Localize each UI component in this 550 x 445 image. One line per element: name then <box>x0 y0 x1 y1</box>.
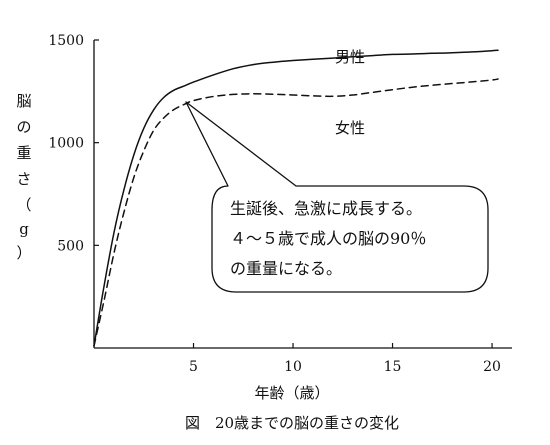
callout-line-1: 生誕後、急激に成長する。 <box>230 199 422 218</box>
series-label-female: 女性 <box>335 119 365 137</box>
y-axis-title-char: g <box>19 220 29 238</box>
axis-ticks: 5 10 15 20 500 1000 1500 <box>48 33 501 375</box>
x-tick-label: 20 <box>483 359 501 375</box>
y-axis-title-char: 重 <box>16 144 31 162</box>
x-tick-label: 5 <box>189 359 198 375</box>
y-axis-title-char: の <box>16 118 31 136</box>
series-lines <box>93 49 499 347</box>
series-label-male: 男性 <box>335 48 365 66</box>
callout-line-3: の重量になる。 <box>230 259 342 278</box>
y-axis-title-char: さ <box>16 170 31 188</box>
y-tick-label: 1500 <box>48 33 84 49</box>
callout-bubble <box>185 101 489 293</box>
y-axis-title: 脳 の 重 さ （ g ） <box>16 92 31 262</box>
series-line-female <box>93 78 499 347</box>
figure-caption: 図 20歳までの脳の重さの変化 <box>185 414 399 432</box>
y-tick-label: 1000 <box>48 136 84 152</box>
x-axis-title: 年齢（歳） <box>254 384 329 402</box>
annotation-callout: 生誕後、急激に成長する。 ４～５歳で成人の脳の90％ の重量になる。 <box>185 101 489 293</box>
y-tick-label: 500 <box>57 238 84 254</box>
series-line-male <box>93 49 499 347</box>
y-axis-title-char: ） <box>16 244 31 262</box>
x-tick-label: 10 <box>284 359 302 375</box>
y-axis-title-char: （ <box>16 196 31 214</box>
x-tick-label: 15 <box>384 359 402 375</box>
callout-line-2: ４～５歳で成人の脳の90％ <box>230 229 426 248</box>
y-axis-title-char: 脳 <box>16 92 31 110</box>
